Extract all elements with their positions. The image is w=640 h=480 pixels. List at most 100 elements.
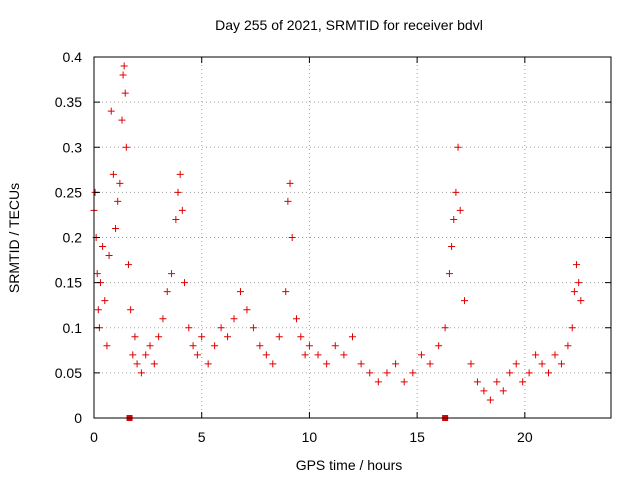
y-tick-label: 0 (74, 410, 82, 426)
data-point (282, 288, 290, 296)
data-point (146, 342, 154, 350)
data-point (198, 333, 206, 341)
data-point (180, 279, 188, 287)
data-point (417, 351, 425, 359)
data-point (467, 360, 475, 368)
data-point (236, 288, 244, 296)
data-point (249, 324, 257, 332)
data-point (551, 351, 559, 359)
data-point (297, 333, 305, 341)
data-point (450, 215, 458, 223)
data-point (445, 270, 453, 278)
data-point (512, 360, 520, 368)
data-point (573, 261, 581, 269)
x-tick-label: 5 (198, 429, 206, 445)
y-tick-label: 0.35 (55, 94, 82, 110)
data-point (204, 360, 212, 368)
data-point (176, 170, 184, 178)
data-point (284, 197, 292, 205)
data-point (288, 234, 296, 241)
y-tick-label: 0.2 (63, 230, 83, 246)
data-point (224, 333, 232, 341)
data-point (230, 315, 238, 323)
y-tick-label: 0.1 (63, 320, 83, 336)
data-point (409, 369, 417, 377)
data-point (486, 396, 494, 404)
axis-ticks: 0 5 10 15 20 0 0.05 0.1 0.15 0.2 0.25 0.3 0.35 0.4 (55, 49, 611, 445)
data-point (120, 62, 128, 70)
data-point (114, 197, 122, 205)
data-point (493, 378, 501, 386)
data-point (525, 369, 533, 377)
data-point (116, 179, 124, 187)
data-point (506, 369, 514, 377)
data-point (519, 378, 527, 386)
data-point (107, 107, 115, 115)
data-point (262, 351, 270, 359)
data-point (448, 243, 456, 251)
data-point (400, 378, 408, 386)
data-point (456, 206, 464, 214)
data-point (137, 369, 145, 377)
data-point (99, 243, 107, 251)
data-point (269, 360, 277, 368)
data-point (538, 360, 546, 368)
data-point (374, 378, 382, 386)
data-point (185, 324, 193, 332)
data-point (94, 306, 102, 314)
data-point (577, 297, 585, 305)
data-point (564, 342, 572, 350)
data-point (124, 261, 132, 269)
data-point (256, 342, 264, 350)
data-point (163, 288, 171, 296)
data-point (105, 252, 113, 260)
data-point (301, 351, 309, 359)
data-point (93, 270, 101, 278)
data-point (103, 342, 111, 350)
data-point (178, 206, 186, 214)
data-point (121, 89, 129, 97)
data-point (383, 369, 391, 377)
data-point (435, 342, 443, 350)
data-point (545, 369, 553, 377)
x-tick-label: 20 (517, 429, 533, 445)
data-point (112, 224, 120, 232)
grid-lines (94, 57, 611, 418)
data-point (211, 342, 219, 350)
x-axis-label: GPS time / hours (296, 457, 403, 473)
x-tick-label: 15 (409, 429, 425, 445)
data-point (174, 188, 182, 196)
data-point (366, 369, 374, 377)
data-point (101, 297, 109, 305)
data-point (392, 360, 400, 368)
data-point (286, 179, 294, 187)
y-tick-label: 0.15 (55, 275, 82, 291)
data-point (340, 351, 348, 359)
data-point (109, 170, 117, 178)
data-point (331, 342, 339, 350)
data-point (159, 315, 167, 323)
data-point (441, 324, 449, 332)
data-point (473, 378, 481, 386)
data-point (243, 306, 251, 314)
data-point (142, 351, 150, 359)
chart-title: Day 255 of 2021, SRMTID for receiver bdv… (215, 17, 483, 33)
data-point (168, 270, 176, 278)
data-point (480, 387, 488, 395)
data-point (454, 143, 462, 151)
data-point (150, 360, 158, 368)
data-point (275, 333, 283, 341)
data-point (349, 333, 356, 341)
data-point (532, 351, 540, 359)
y-tick-label: 0.3 (63, 139, 83, 155)
data-point (557, 360, 565, 368)
plot-frame (93, 56, 612, 419)
data-point (292, 315, 300, 323)
data-point (314, 351, 322, 359)
data-point (568, 324, 576, 332)
x-tick-label: 10 (302, 429, 318, 445)
y-tick-label: 0.05 (55, 365, 82, 381)
data-point (452, 188, 460, 196)
data-point (119, 71, 127, 79)
